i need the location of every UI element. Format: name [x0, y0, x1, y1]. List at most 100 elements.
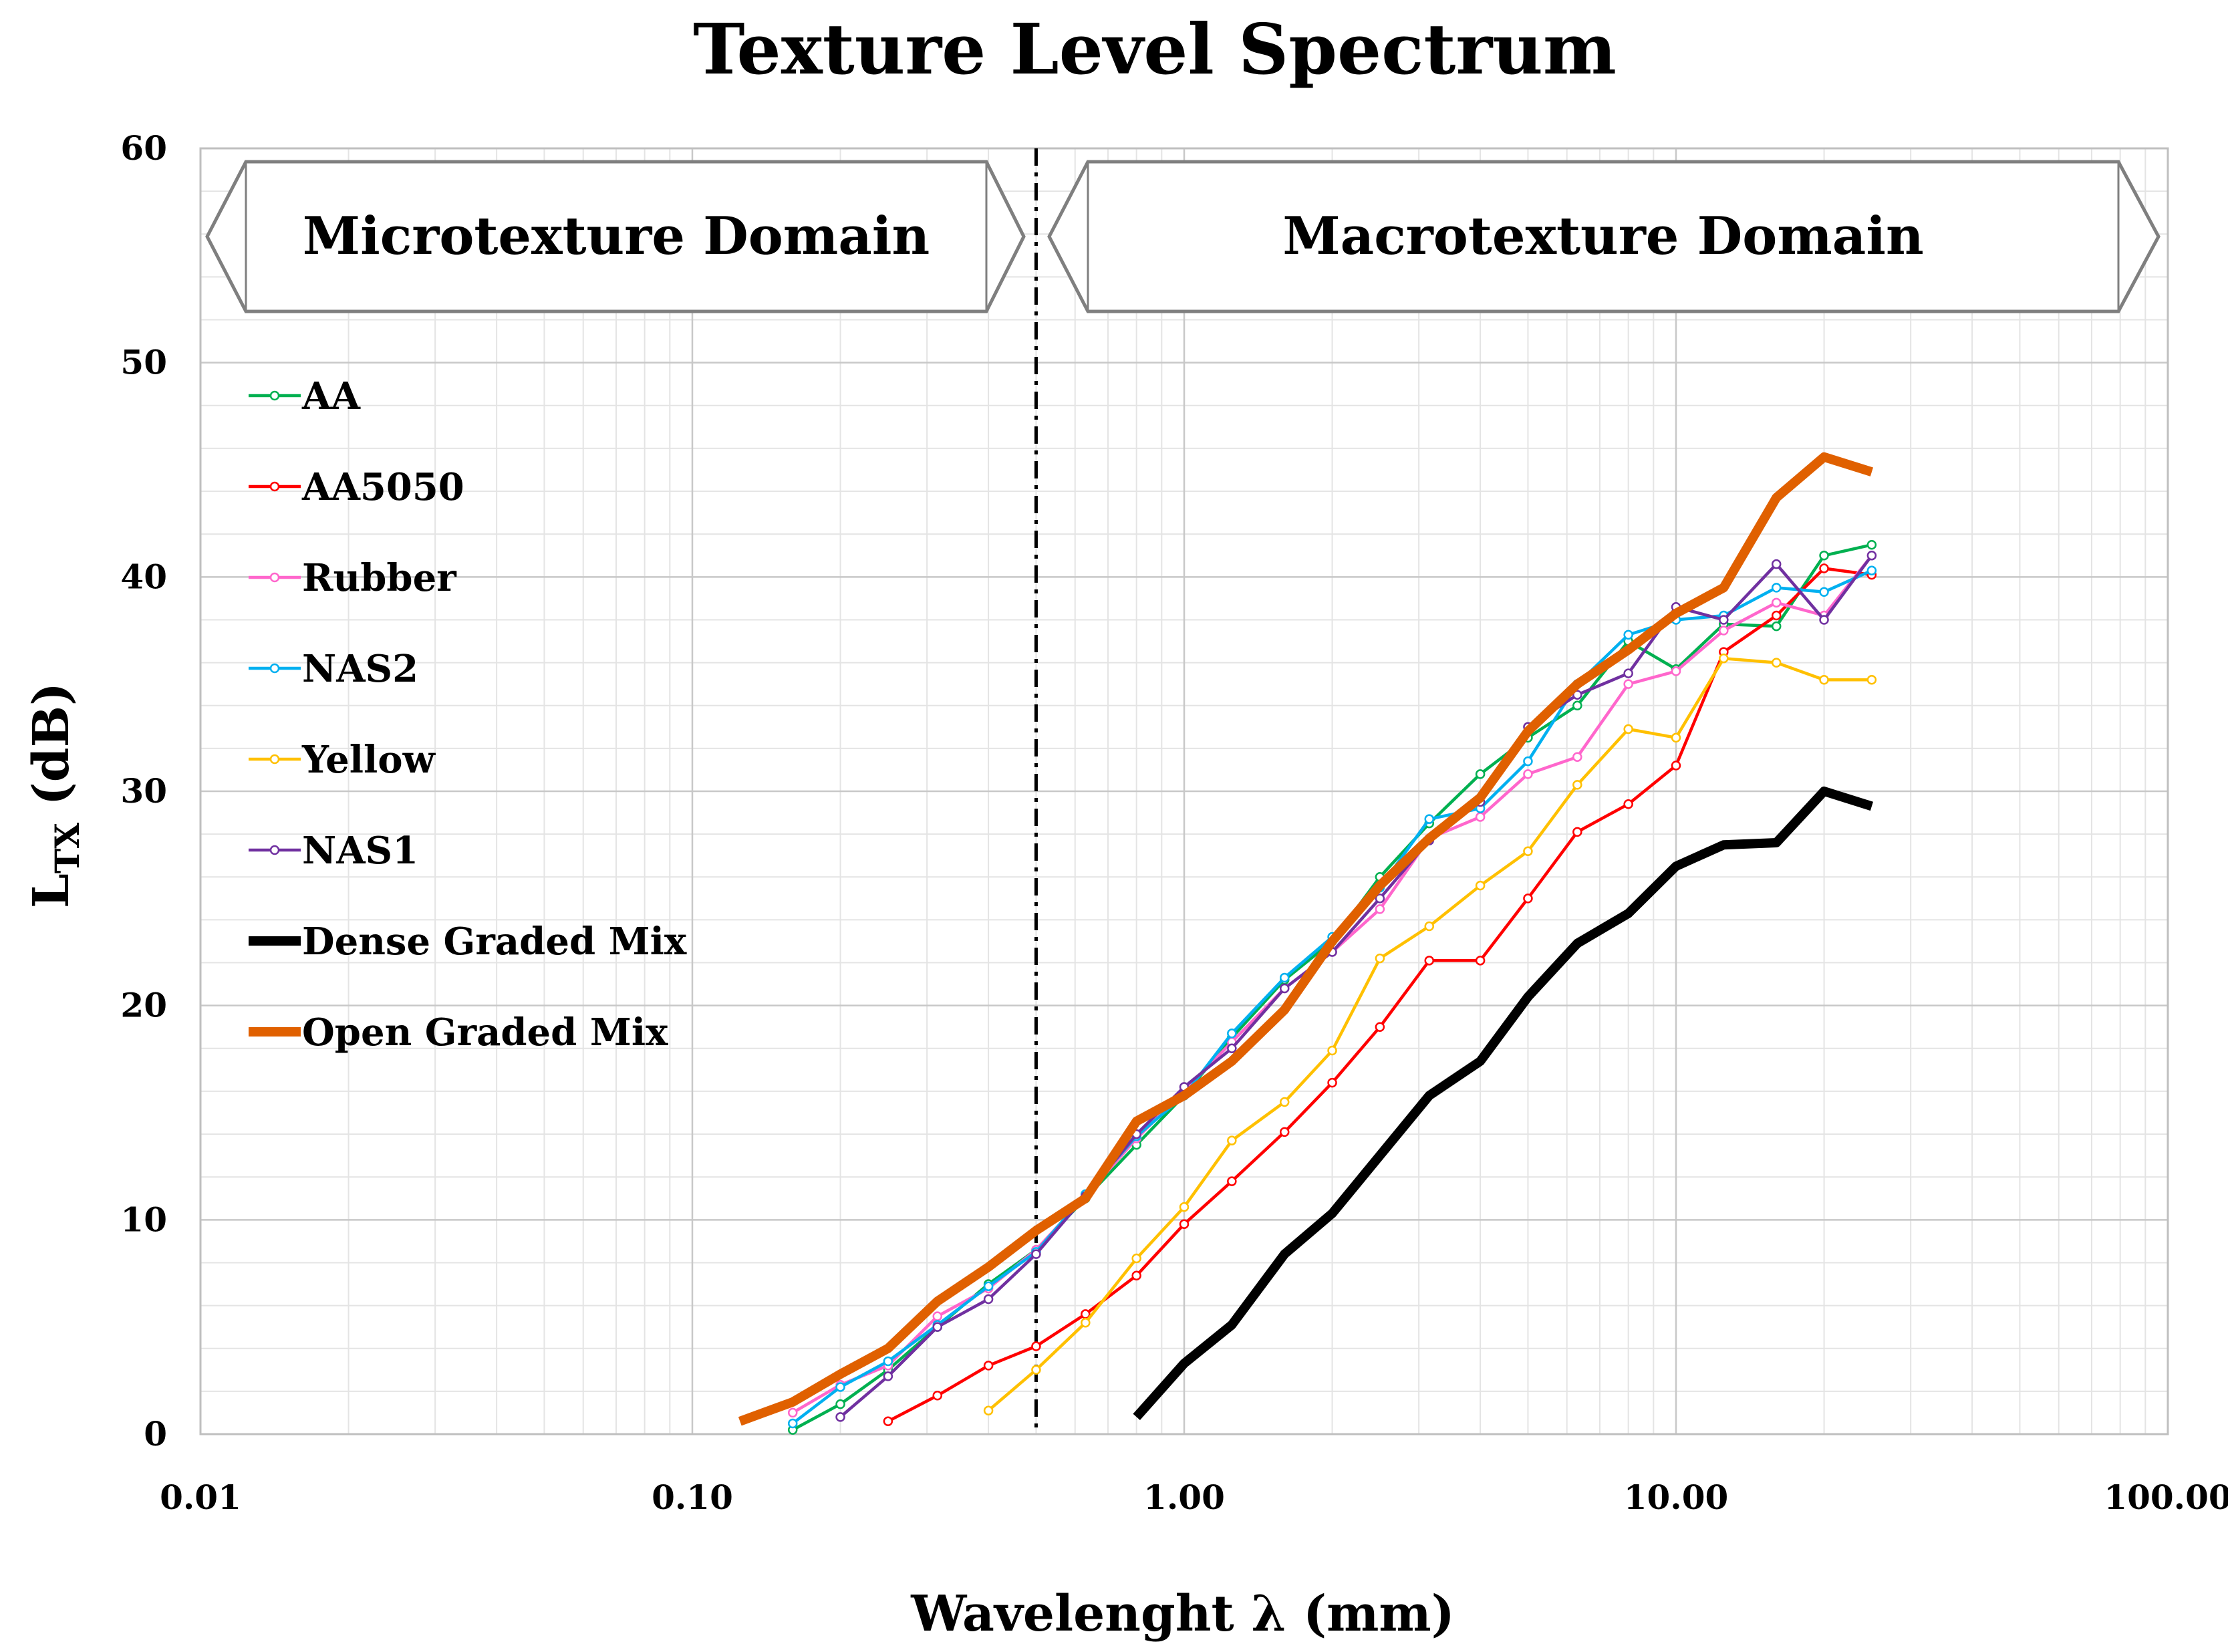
- legend-label-yellow: Yellow: [301, 738, 436, 782]
- y-tick-label: 20: [120, 986, 167, 1025]
- data-point-nas2: [1424, 814, 1435, 824]
- grid: [199, 147, 2169, 1435]
- data-point-yellow: [1819, 675, 1829, 685]
- data-point-aa5050: [1031, 1341, 1041, 1351]
- x-tick-label: 10.00: [1624, 1478, 1729, 1517]
- data-point-aa5050: [1671, 761, 1681, 771]
- data-point-aa: [1572, 700, 1582, 710]
- data-point-yellow: [1623, 724, 1633, 734]
- y-axis-label-main: L: [23, 873, 80, 908]
- legend-marker-yellow: [269, 754, 280, 765]
- data-point-yellow: [1081, 1318, 1091, 1328]
- data-point-nas2: [1279, 972, 1290, 983]
- legend-label-dense-graded-mix: Dense Graded Mix: [302, 920, 687, 964]
- data-point-nas1: [1719, 615, 1729, 625]
- data-point-aa5050: [1424, 956, 1435, 966]
- data-point-aa5050: [1227, 1176, 1237, 1186]
- data-point-aa: [835, 1399, 845, 1409]
- data-point-aa5050: [1819, 563, 1829, 573]
- legend: AA AA5050 Rubber NAS2 Yellow NAS1 Dense Graded…: [249, 374, 687, 1055]
- data-point-yellow: [1131, 1253, 1141, 1264]
- y-axis-label-sub: TX: [47, 823, 87, 873]
- data-point-nas2: [1227, 1028, 1237, 1039]
- series-lines: [738, 452, 1877, 1435]
- data-point-nas2: [983, 1281, 994, 1291]
- legend-label-aa: AA: [301, 374, 361, 418]
- series-line-open-graded-mix: [738, 452, 1873, 1426]
- x-tick-label: 1.00: [1143, 1478, 1225, 1517]
- data-point-nas2: [1623, 630, 1633, 640]
- data-point-aa5050: [1375, 1022, 1385, 1032]
- data-point-yellow: [1671, 732, 1681, 743]
- x-tick-label: 0.10: [652, 1478, 733, 1517]
- legend-marker-nas1: [269, 845, 280, 855]
- legend-label-aa5050: AA5050: [301, 465, 464, 509]
- y-tick-label: 0: [144, 1414, 167, 1454]
- data-point-yellow: [1227, 1135, 1237, 1145]
- data-point-aa5050: [932, 1391, 943, 1401]
- x-axis-label: Wavelenght λ (mm): [910, 1585, 1454, 1643]
- data-point-aa5050: [1475, 956, 1486, 966]
- legend-label-open-graded-mix: Open Graded Mix: [302, 1010, 668, 1055]
- data-point-yellow: [1375, 953, 1385, 964]
- data-point-yellow: [1179, 1202, 1190, 1212]
- data-point-aa5050: [883, 1416, 893, 1427]
- legend-marker-aa5050: [269, 481, 280, 492]
- axes: 0.01 0.10 1.00 10.00 100.00 0 10 20 30 40 50 60: [120, 128, 2228, 1517]
- data-point-nas2: [1866, 565, 1877, 575]
- data-point-rubber: [1375, 904, 1385, 914]
- x-tick-label: 100.00: [2104, 1478, 2228, 1517]
- series-line-nas1: [839, 554, 1873, 1419]
- data-point-rubber: [1671, 666, 1681, 676]
- legend-marker-nas2: [269, 663, 280, 674]
- data-point-aa: [1866, 539, 1877, 550]
- data-point-aa5050: [1327, 1077, 1337, 1088]
- y-tick-label: 60: [120, 128, 167, 168]
- data-point-aa5050: [1623, 799, 1633, 809]
- data-point-yellow: [1866, 675, 1877, 685]
- data-point-rubber: [1523, 769, 1533, 779]
- y-tick-label: 10: [120, 1200, 167, 1239]
- data-point-nas1: [835, 1412, 845, 1422]
- data-point-aa5050: [1179, 1219, 1190, 1229]
- data-point-nas2: [1771, 583, 1782, 593]
- data-point-yellow: [1572, 780, 1582, 790]
- data-point-yellow: [1523, 846, 1533, 857]
- data-point-nas1: [1279, 983, 1290, 994]
- data-point-rubber: [1623, 679, 1633, 689]
- legend-label-nas1: NAS1: [302, 829, 418, 873]
- data-point-rubber: [932, 1311, 943, 1321]
- data-point-nas1: [1866, 551, 1877, 561]
- data-point-aa5050: [1279, 1127, 1290, 1137]
- domain-annotations: Microtexture Domain Macrotexture Domain: [205, 148, 2161, 1434]
- data-point-nas1: [1375, 893, 1385, 904]
- data-point-nas1: [1031, 1249, 1041, 1259]
- data-point-aa5050: [983, 1361, 994, 1371]
- data-point-yellow: [1771, 658, 1782, 668]
- data-point-nas1: [1572, 690, 1582, 700]
- data-point-yellow: [983, 1405, 994, 1415]
- data-point-yellow: [1475, 880, 1486, 891]
- domain-annotation-label: Microtexture Domain: [303, 206, 930, 267]
- data-point-nas1: [883, 1371, 893, 1381]
- data-point-yellow: [1279, 1097, 1290, 1107]
- data-point-nas2: [787, 1418, 798, 1429]
- data-point-nas2: [835, 1382, 845, 1392]
- data-point-nas2: [1523, 756, 1533, 767]
- legend-label-rubber: Rubber: [302, 556, 457, 600]
- y-axis-label-unit: (dB): [23, 682, 80, 823]
- legend-label-nas2: NAS2: [302, 647, 418, 691]
- series-line-dense-graded-mix: [1133, 787, 1873, 1420]
- legend-marker-rubber: [269, 572, 280, 583]
- data-point-nas2: [883, 1356, 893, 1367]
- data-point-nas2: [1819, 587, 1829, 597]
- data-point-aa: [1771, 621, 1782, 632]
- data-point-nas1: [1623, 668, 1633, 678]
- data-point-aa5050: [1771, 610, 1782, 621]
- y-tick-label: 50: [120, 343, 167, 382]
- data-point-nas1: [983, 1294, 994, 1304]
- data-point-aa: [1819, 551, 1829, 561]
- data-point-yellow: [1424, 921, 1435, 932]
- data-point-rubber: [1719, 626, 1729, 636]
